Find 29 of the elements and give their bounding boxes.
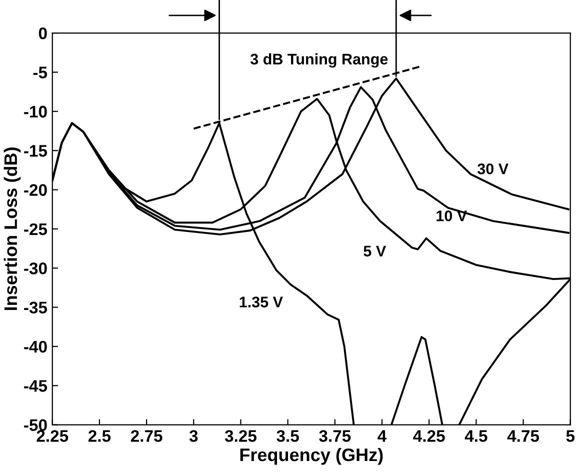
- x-tick-label: 5: [566, 430, 575, 442]
- x-tick-label: 3.25: [224, 430, 256, 442]
- y-tick-label: -45: [24, 380, 48, 392]
- x-tick-label: 2.25: [36, 430, 68, 442]
- series-label: 1.35 V: [240, 296, 283, 308]
- y-axis-title: Insertion Loss (dB): [4, 148, 21, 310]
- annotation: 3 dB Tuning Range: [250, 53, 388, 68]
- y-tick-label: -20: [24, 184, 47, 196]
- x-tick-label: 4: [378, 430, 387, 442]
- y-tick-label: -15: [24, 145, 48, 157]
- y-tick-label: -35: [24, 302, 48, 314]
- y-tick-label: -30: [24, 262, 47, 274]
- y-tick-label: -5: [33, 66, 48, 78]
- series-label: 5 V: [364, 246, 386, 257]
- x-tick-label: 3: [189, 430, 198, 442]
- x-axis-title: Frequency (GHz): [240, 448, 383, 465]
- y-tick-label: -25: [24, 223, 48, 236]
- y-tick-label: -50: [24, 419, 47, 432]
- y-tick-label: -40: [24, 340, 47, 353]
- x-tick-label: 4.5: [464, 430, 488, 442]
- series-label: 30 V: [477, 163, 508, 174]
- y-tick-label: -10: [24, 106, 47, 118]
- x-tick-label: 3.75: [319, 430, 351, 442]
- x-tick-label: 2.75: [130, 430, 162, 442]
- y-tick-label: 0: [38, 27, 47, 40]
- x-tick-label: 4.25: [413, 430, 445, 442]
- x-tick-label: 2.5: [88, 430, 111, 442]
- x-tick-label: 3.5: [276, 430, 299, 442]
- x-tick-label: 4.75: [507, 430, 540, 442]
